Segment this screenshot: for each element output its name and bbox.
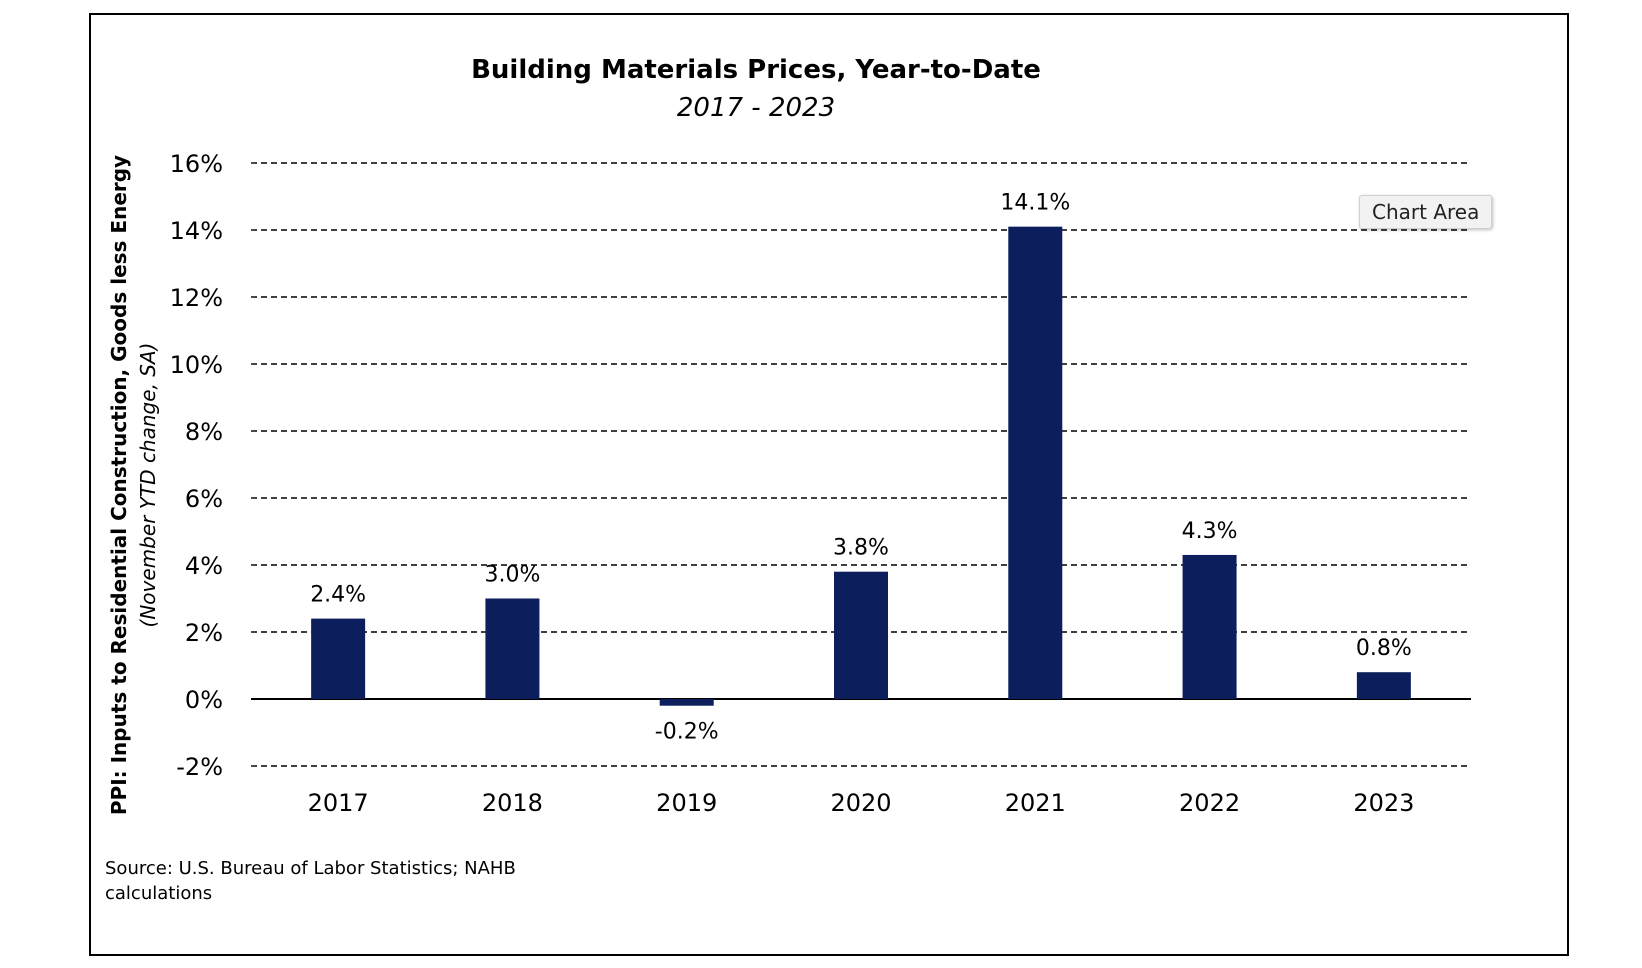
y-tick-label: 8% [185,418,223,446]
y-tick-labels: -2% 0% 2% 4% 6% 8% 10% 12% 14% 16% [170,150,223,781]
data-label-2017: 2.4% [310,583,366,608]
y-tick-label: 12% [170,284,223,312]
bar-2019 [659,699,714,706]
y-axis-label: PPI: Inputs to Residential Construction,… [107,155,131,815]
bar-2021 [1008,226,1063,699]
y-tick-label: 14% [170,217,223,245]
source-note-line-1: Source: U.S. Bureau of Labor Statistics;… [105,858,516,879]
bar-2020 [834,571,888,699]
chart-svg: Building Materials Prices, Year-to-Date … [105,55,1471,904]
source-note-line-2: calculations [105,883,212,904]
data-label-2022: 4.3% [1182,519,1238,544]
x-tick-label-2022: 2022 [1179,789,1240,817]
data-label-2018: 3.0% [484,563,540,588]
data-labels: 2.4% 3.0% -0.2% 3.8% 14.1% 4.3% 0.8% [310,191,1412,745]
y-tick-label: 0% [185,686,223,714]
data-label-2021: 14.1% [1000,191,1070,216]
chart-area-tooltip: Chart Area [1359,195,1493,229]
bars [311,226,1411,706]
y-tick-label: -2% [176,753,223,781]
x-tick-labels: 2017 2018 2019 2020 2021 2022 2023 [308,789,1415,817]
x-tick-label-2020: 2020 [830,789,891,817]
bar-2022 [1182,554,1237,699]
data-label-2023: 0.8% [1356,636,1412,661]
chart-area[interactable]: Building Materials Prices, Year-to-Date … [89,13,1569,956]
data-label-2019: -0.2% [655,720,719,745]
y-tick-label: 4% [185,552,223,580]
y-tick-label: 16% [170,150,223,178]
x-tick-label-2019: 2019 [656,789,717,817]
x-tick-label-2023: 2023 [1353,789,1414,817]
bar-2023 [1356,672,1411,699]
bar-2018 [485,598,540,699]
x-tick-label-2018: 2018 [482,789,543,817]
y-tick-label: 6% [185,485,223,513]
y-tick-label: 2% [185,619,223,647]
chart-title: Building Materials Prices, Year-to-Date [471,55,1041,85]
y-axis-sublabel: (November YTD change, SA) [136,343,160,628]
chart-subtitle: 2017 - 2023 [677,93,835,123]
x-tick-label-2021: 2021 [1005,789,1066,817]
y-tick-label: 10% [170,351,223,379]
x-tick-label-2017: 2017 [308,789,369,817]
data-label-2020: 3.8% [833,536,889,561]
bar-2017 [311,618,366,699]
